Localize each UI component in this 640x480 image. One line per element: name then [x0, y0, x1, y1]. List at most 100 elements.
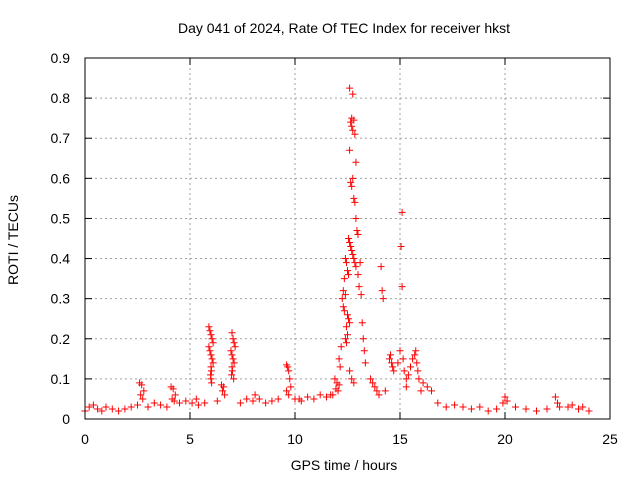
data-point — [476, 403, 484, 411]
data-point — [377, 263, 385, 271]
data-point — [341, 255, 349, 263]
data-point — [375, 391, 383, 399]
data-point — [188, 399, 196, 407]
data-point — [144, 403, 152, 411]
data-point — [310, 395, 318, 403]
data-point — [213, 397, 221, 405]
data-point — [94, 405, 102, 413]
data-point — [89, 401, 97, 409]
data-point — [388, 359, 396, 367]
data-point — [331, 375, 339, 383]
data-point — [207, 375, 215, 383]
data-point — [371, 383, 379, 391]
data-point — [230, 359, 238, 367]
data-point — [387, 351, 395, 359]
data-point — [423, 383, 431, 391]
data-point — [283, 387, 291, 395]
data-point — [398, 283, 406, 291]
data-point — [484, 407, 492, 415]
data-point — [356, 259, 364, 267]
data-point — [369, 379, 377, 387]
data-point — [127, 403, 135, 411]
data-point — [205, 323, 213, 331]
data-point — [346, 239, 354, 247]
data-point — [579, 403, 587, 411]
data-point — [219, 387, 227, 395]
data-point — [207, 351, 215, 359]
data-point — [351, 130, 359, 138]
data-point — [220, 383, 228, 391]
data-point — [390, 367, 398, 375]
data-point — [102, 403, 110, 411]
x-tick-label: 25 — [602, 431, 618, 447]
data-point — [243, 395, 251, 403]
data-point — [344, 267, 351, 275]
y-tick-label: 0.5 — [51, 210, 71, 226]
data-point — [345, 315, 353, 323]
data-point — [157, 401, 165, 409]
data-point — [284, 363, 292, 371]
data-point — [354, 230, 362, 238]
data-point — [398, 208, 406, 216]
data-point — [227, 347, 235, 355]
data-point — [182, 397, 190, 405]
data-point — [208, 355, 216, 363]
data-point — [533, 407, 540, 415]
data-point — [274, 395, 282, 403]
data-point — [316, 391, 324, 399]
data-point — [139, 395, 147, 403]
data-point — [350, 116, 358, 124]
data-point — [442, 403, 450, 411]
data-point — [138, 381, 146, 389]
data-point — [402, 383, 410, 391]
data-point — [285, 367, 293, 375]
data-point — [337, 343, 345, 351]
data-point — [359, 335, 367, 343]
data-point — [389, 363, 397, 371]
data-point — [551, 393, 559, 401]
data-point — [419, 379, 427, 387]
data-point — [344, 331, 351, 339]
data-point — [381, 387, 389, 395]
data-point — [348, 122, 356, 130]
data-point — [304, 393, 312, 401]
data-point — [400, 367, 408, 375]
data-point — [206, 347, 214, 355]
data-point — [231, 343, 239, 351]
data-point — [459, 403, 467, 411]
data-point — [339, 287, 347, 295]
data-point — [262, 399, 270, 407]
y-tick-label: 0 — [62, 411, 70, 427]
data-point — [194, 401, 202, 409]
data-point — [543, 405, 551, 413]
data-point — [323, 393, 330, 401]
data-point — [150, 399, 158, 407]
data-point — [345, 235, 353, 242]
data-point — [176, 399, 183, 407]
data-point — [357, 291, 365, 299]
x-axis-label: GPS time / hours — [291, 457, 398, 473]
data-point — [404, 371, 412, 379]
data-point — [467, 405, 475, 413]
data-point — [342, 259, 350, 267]
data-point — [386, 355, 393, 363]
data-point — [201, 399, 209, 407]
data-point — [287, 383, 295, 391]
data-point — [346, 367, 354, 375]
data-point — [358, 319, 366, 327]
data-point — [554, 399, 561, 407]
data-point — [568, 401, 576, 409]
data-point — [341, 291, 349, 299]
data-point — [208, 379, 216, 387]
data-point — [285, 391, 293, 399]
data-point — [434, 399, 442, 407]
y-tick-label: 0.6 — [51, 170, 71, 186]
y-tick-label: 0.9 — [51, 50, 71, 66]
data-point — [334, 387, 342, 395]
y-tick-label: 0.2 — [51, 331, 71, 347]
data-point — [451, 401, 459, 409]
data-point — [342, 339, 350, 347]
data-point — [352, 158, 360, 166]
